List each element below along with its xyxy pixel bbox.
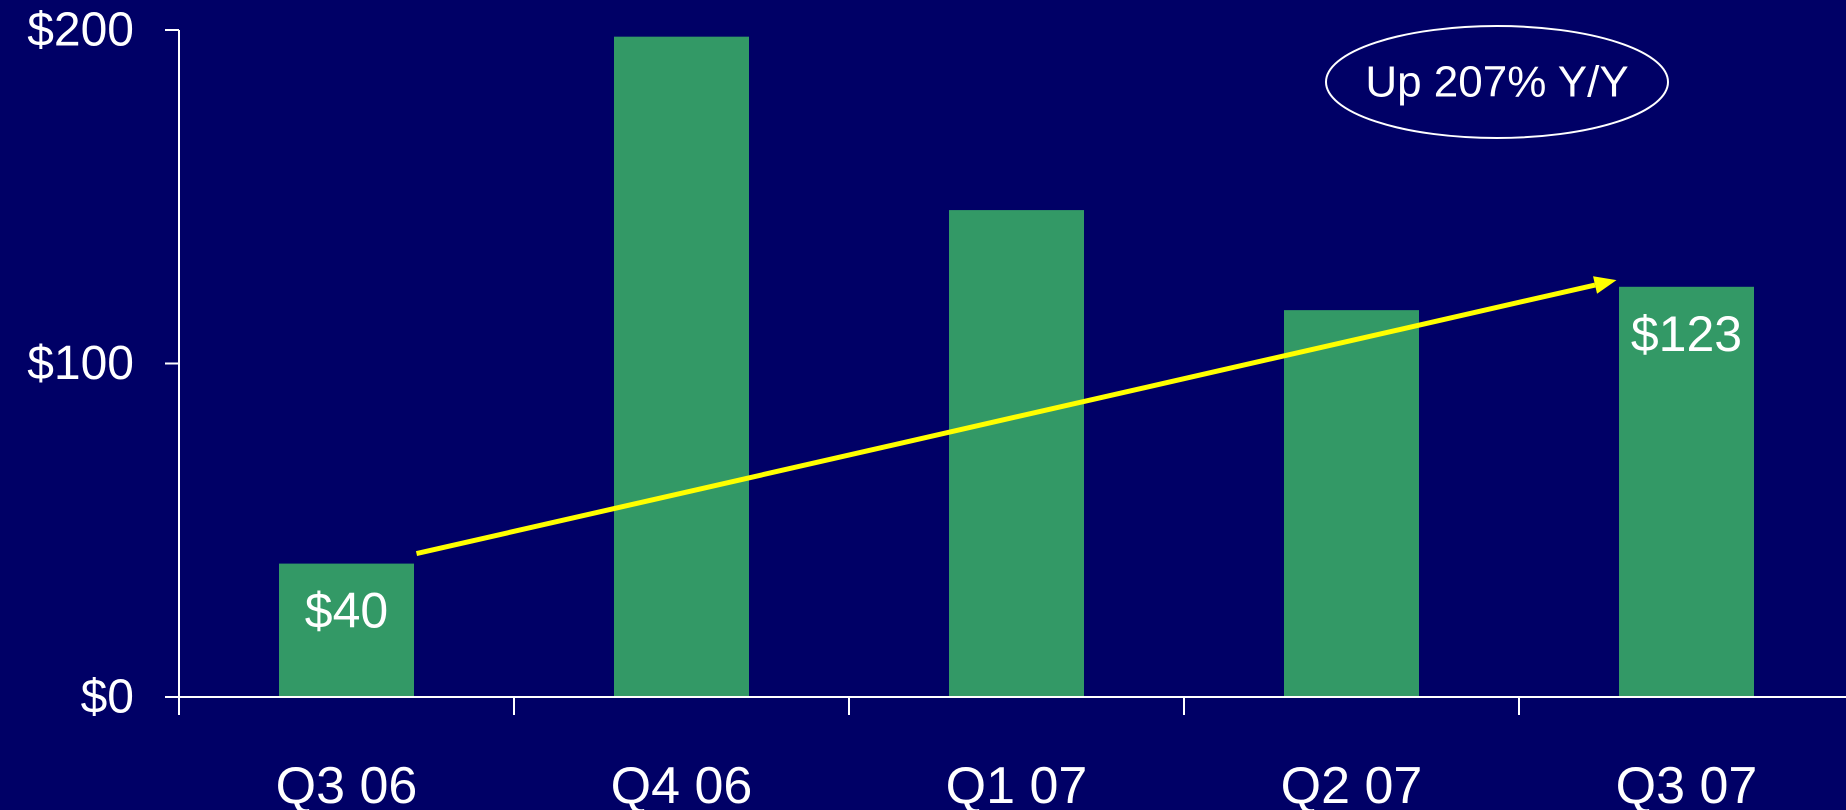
y-tick-label: $100 xyxy=(27,337,134,390)
x-category-label: Q3 07 xyxy=(1616,757,1758,810)
bar-q1-07 xyxy=(949,210,1084,697)
data-label: $40 xyxy=(305,583,388,639)
trend-arrow-head xyxy=(1593,276,1617,294)
x-category-label: Q4 06 xyxy=(611,757,753,810)
y-tick-label: $0 xyxy=(81,671,134,724)
x-category-label: Q3 06 xyxy=(276,757,418,810)
bar-q2-07 xyxy=(1284,310,1419,697)
bar-q4-06 xyxy=(614,36,749,698)
trend-arrow-line xyxy=(415,282,1596,557)
labels-group: $0 $100 $200 Q3 06 Q4 06 Q1 07 Q2 07 Q3 07 $40 $1… xyxy=(27,4,1757,810)
bars-group xyxy=(279,36,1754,698)
axes-group xyxy=(165,29,1846,715)
bar-q3-06 xyxy=(279,563,414,697)
annotation-group: Up 207% Y/Y xyxy=(415,25,1669,557)
annotation-ellipse xyxy=(1325,25,1669,139)
bar-q3-07 xyxy=(1619,286,1754,697)
annotation-text: Up 207% Y/Y xyxy=(1365,58,1628,107)
data-label: $123 xyxy=(1631,306,1742,362)
x-category-label: Q1 07 xyxy=(946,757,1088,810)
x-category-label: Q2 07 xyxy=(1281,757,1423,810)
y-tick-label: $200 xyxy=(27,4,134,57)
